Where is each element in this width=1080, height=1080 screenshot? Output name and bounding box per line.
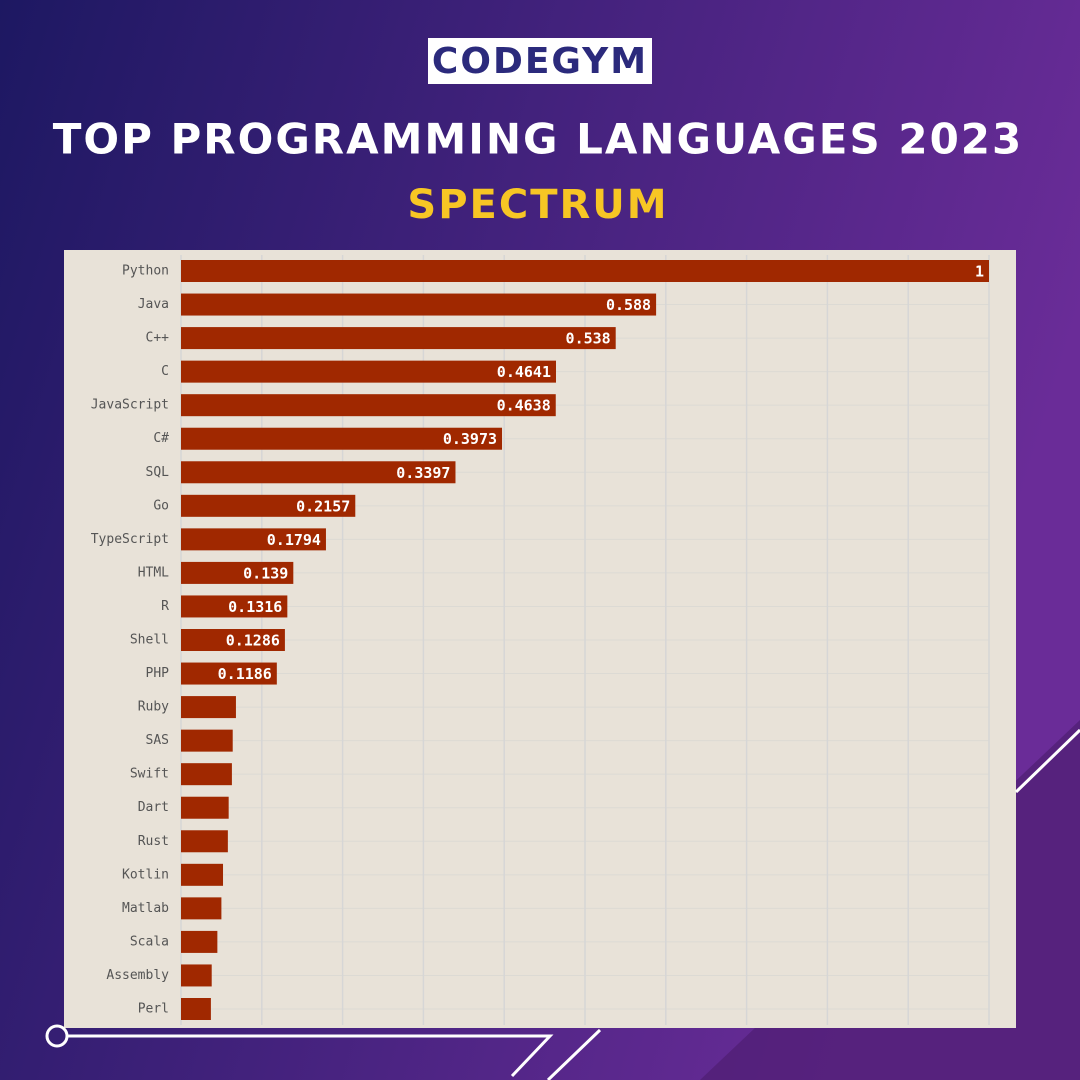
y-tick-label: PHP [146, 666, 170, 681]
y-tick-label: Perl [138, 1002, 169, 1017]
y-tick-label: C++ [146, 331, 170, 346]
y-tick-label: SAS [146, 733, 169, 748]
y-tick-label: SQL [146, 465, 170, 480]
data-label: 0.538 [566, 330, 611, 348]
plot: Python 1 Java 0.588 C++ 0.538 C 0.4641 JavaScrip… [91, 255, 990, 1025]
y-tick-label: Scala [130, 934, 169, 949]
data-label: 0.3397 [396, 464, 450, 482]
y-tick-label: HTML [138, 565, 169, 580]
bar [181, 528, 326, 551]
bar [181, 998, 211, 1020]
y-tick-label: R [161, 599, 169, 614]
data-label: 0.4641 [497, 363, 551, 381]
data-label: 0.1794 [267, 531, 321, 549]
bar [181, 930, 218, 953]
decor [67, 1034, 554, 1078]
y-tick-label: Shell [130, 633, 169, 648]
data-label: 0.4638 [497, 397, 551, 415]
y-tick-label: Dart [138, 800, 169, 815]
bar [181, 897, 222, 920]
y-tick-label: Assembly [106, 968, 169, 983]
bar [181, 696, 236, 719]
bar [181, 763, 232, 786]
bar [181, 662, 277, 685]
bar [181, 863, 224, 886]
chart-subtitle: SPECTRUM [407, 182, 668, 228]
y-tick-label: Matlab [122, 901, 169, 916]
y-tick-label: Rust [138, 834, 169, 849]
data-label: 0.1316 [228, 598, 282, 616]
y-tick-label: Ruby [138, 700, 169, 715]
bar [181, 494, 356, 517]
chart-title: TOP PROGRAMMING LANGUAGES 2023 [53, 115, 1024, 164]
bar [181, 595, 288, 618]
data-label: 0.1186 [218, 665, 272, 683]
data-label: 0.139 [243, 564, 288, 582]
data-label: 0.2157 [296, 497, 350, 515]
bar [181, 729, 233, 752]
bar [181, 830, 228, 853]
data-label: 1 [975, 263, 984, 281]
decor [546, 1028, 602, 1080]
data-label: 0.3973 [443, 430, 497, 448]
y-tick-label: Go [153, 498, 169, 513]
y-tick-label: JavaScript [91, 398, 169, 413]
y-tick-label: C [161, 364, 169, 379]
logo-box [428, 38, 652, 84]
y-tick-label: Swift [130, 767, 169, 782]
bar [181, 327, 616, 350]
bar [181, 461, 456, 484]
bar [181, 293, 657, 316]
bar [181, 964, 212, 987]
bar [181, 629, 285, 651]
y-tick-label: Kotlin [122, 867, 169, 882]
y-tick-label: Python [122, 264, 169, 279]
bar [181, 561, 294, 584]
bar [181, 796, 229, 819]
bar [181, 394, 556, 417]
decor [1014, 728, 1080, 794]
y-tick-label: TypeScript [91, 532, 169, 547]
bar [181, 360, 556, 383]
data-label: 0.588 [606, 296, 651, 314]
bar [181, 427, 503, 450]
logo: CODEGYM [432, 41, 648, 82]
y-tick-label: Java [138, 297, 169, 312]
y-tick-label: C# [153, 431, 169, 446]
bar [181, 260, 989, 282]
data-label: 0.1286 [226, 632, 280, 650]
